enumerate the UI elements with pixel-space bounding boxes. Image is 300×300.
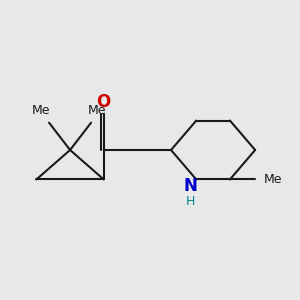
Text: H: H <box>185 195 195 208</box>
Text: N: N <box>183 177 197 195</box>
Text: Me: Me <box>264 173 282 186</box>
Text: O: O <box>97 93 111 111</box>
Text: Me: Me <box>32 104 50 117</box>
Text: Me: Me <box>88 104 107 117</box>
